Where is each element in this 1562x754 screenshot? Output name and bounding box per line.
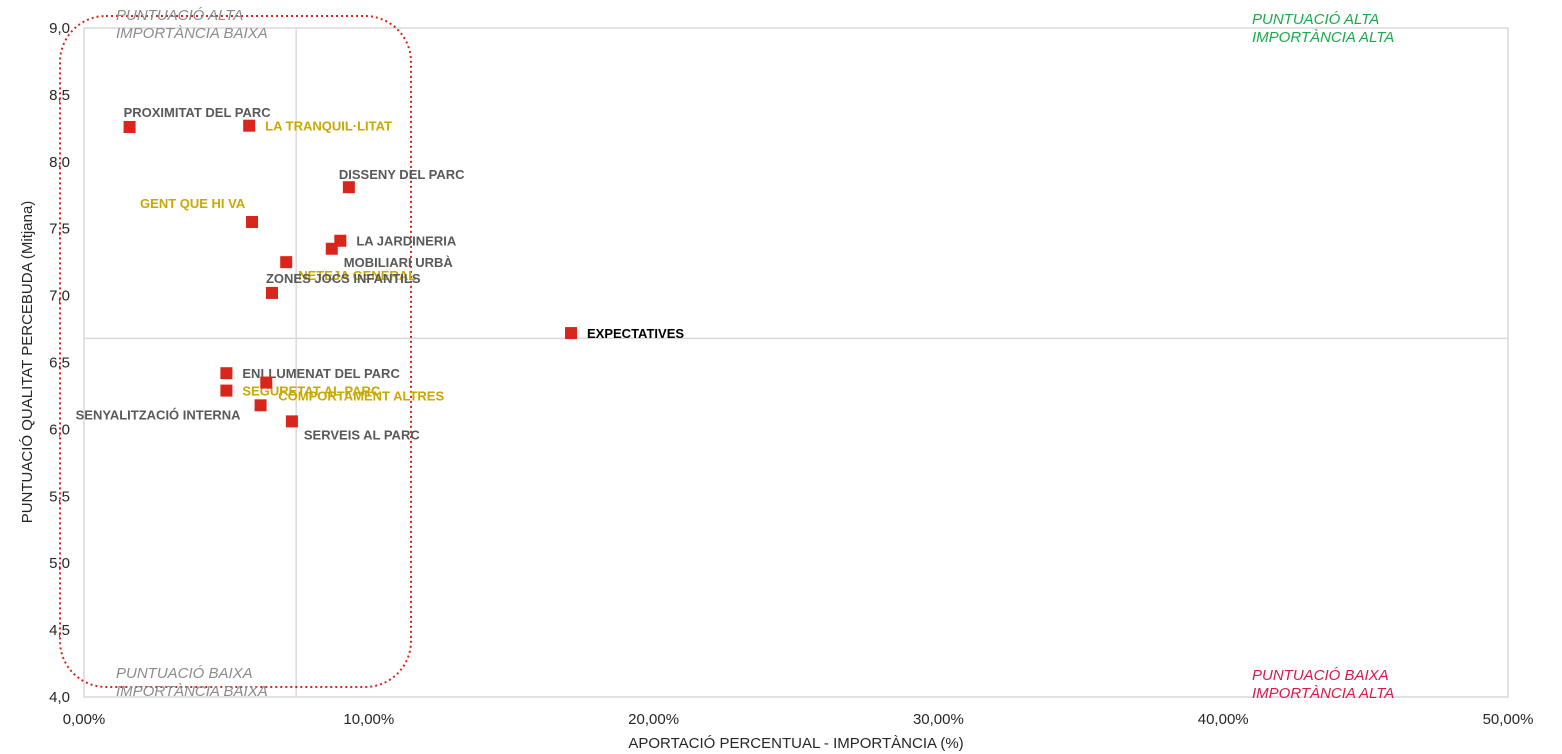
x-tick-label: 20,00%: [628, 711, 679, 728]
y-tick-label: 9,0: [49, 20, 70, 37]
x-tick-label: 30,00%: [913, 711, 964, 728]
data-point-label: DISSENY DEL PARC: [339, 167, 465, 182]
quadrant-label-line2: IMPORTÀNCIA BAIXA: [116, 25, 268, 42]
data-point-label: COMPORTAMENT ALTRES: [278, 389, 444, 404]
data-point-marker: [243, 119, 256, 132]
x-tick-label: 50,00%: [1483, 711, 1534, 728]
y-tick-label: 4,5: [49, 622, 70, 639]
quadrant-label-line1: PUNTUACIÓ ALTA: [1252, 11, 1379, 28]
data-point-label: MOBILIARI URBÀ: [344, 255, 454, 270]
highlight-region: [59, 15, 412, 688]
x-tick-label: 0,00%: [63, 711, 106, 728]
data-point-marker: [260, 376, 273, 389]
quadrant-label-line1: PUNTUACIÓ BAIXA: [116, 665, 253, 682]
data-point-marker: [565, 327, 578, 340]
quadrant-label-line2: IMPORTÀNCIA ALTA: [1252, 29, 1394, 46]
quadrant-label-line1: PUNTUACIÓ BAIXA: [1252, 667, 1389, 684]
highlight-box: [59, 15, 412, 688]
x-tick-label: 10,00%: [343, 711, 394, 728]
plot-area: [83, 27, 1509, 698]
x-tick-label: 40,00%: [1198, 711, 1249, 728]
data-point-label: SEGURETAT AL PARC: [242, 384, 381, 399]
data-point-marker: [342, 181, 355, 194]
y-axis-title: PUNTUACIÓ QUALITAT PERCEBUDA (Mitjana): [19, 201, 36, 524]
reference-lines: [84, 28, 1508, 697]
data-point-label: ZONES JOCS INFANTILS: [266, 271, 421, 286]
data-point-marker: [254, 399, 267, 412]
data-point-label: SERVEIS AL PARC: [304, 427, 420, 442]
x-axis-title: APORTACIÓ PERCENTUAL - IMPORTÀNCIA (%): [628, 735, 963, 752]
data-point-marker: [285, 415, 298, 428]
data-point-marker: [220, 367, 233, 380]
data-point-marker: [265, 286, 278, 299]
data-point-marker: [220, 384, 233, 397]
data-point-label: GENT QUE HI VA: [140, 196, 246, 211]
quadrant-label-line1: PUNTUACIÓ ALTA: [116, 7, 243, 24]
data-point-marker: [246, 216, 259, 229]
y-tick-label: 4,0: [49, 689, 70, 706]
axis-ticks: 0,00% 10,00% 20,00% 30,00% 40,00% 50,00% 4,0 4,…: [49, 20, 1533, 728]
data-point-label: LA TRANQUIL·LITAT: [265, 119, 392, 134]
y-tick-label: 5,5: [49, 488, 70, 505]
y-tick-label: 6,0: [49, 421, 70, 438]
y-tick-label: 8,0: [49, 154, 70, 171]
data-point-label: NETEJA GENERAL: [298, 268, 416, 283]
data-point-label: EXPECTATIVES: [587, 326, 684, 341]
data-point-marker: [325, 242, 338, 255]
data-point-label: ENLLUMENAT DEL PARC: [242, 366, 400, 381]
y-tick-label: 7,0: [49, 288, 70, 305]
data-point-label: PROXIMITAT DEL PARC: [124, 105, 272, 120]
data-point-marker: [123, 121, 136, 134]
data-point-label: SENYALITZACIÓ INTERNA: [76, 407, 242, 422]
data-point-label: LA JARDINERIA: [356, 234, 457, 249]
data-point-marker: [280, 256, 293, 269]
quadrant-label-line2: IMPORTÀNCIA BAIXA: [116, 683, 268, 700]
y-tick-label: 8,5: [49, 87, 70, 104]
quadrant-label-line2: IMPORTÀNCIA ALTA: [1252, 685, 1394, 702]
